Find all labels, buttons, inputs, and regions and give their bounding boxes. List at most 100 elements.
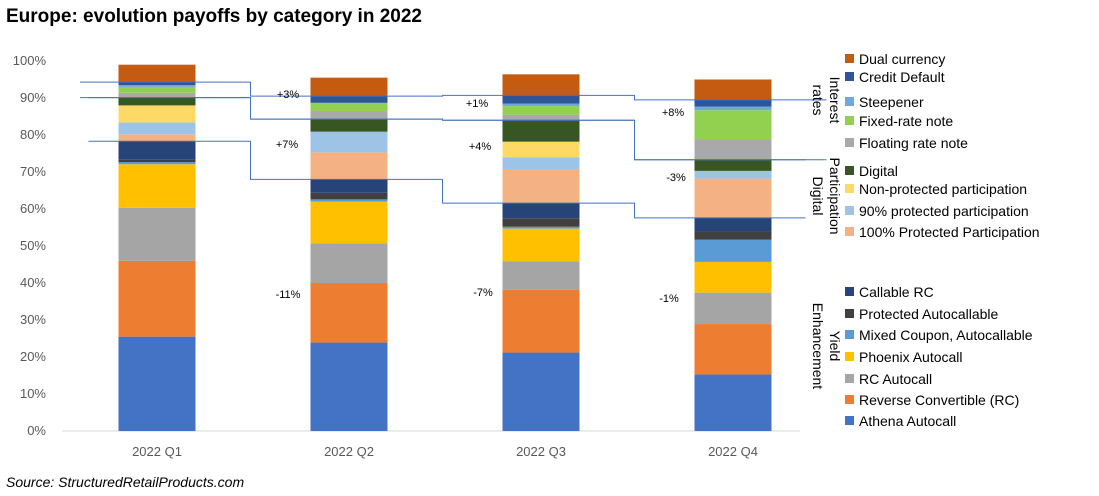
legend-swatch-100-protected-participation [845,227,854,236]
bar-segment-100-protected-participation [310,152,388,180]
legend-label-rc-autocall: RC Autocall [859,371,932,387]
legend-swatch-rc-autocall [845,374,854,383]
bar-segment-reverse-convertible-rc [118,260,196,337]
legend-label-protected-autocallable: Protected Autocallable [859,306,999,322]
bar-segment-athena-autocall [694,374,772,431]
bar-segment-dual-currency [118,64,196,83]
bar-segment-protected-autocallable [694,231,772,240]
bar-segment-athena-autocall [310,342,388,431]
change-label: +4% [469,141,492,153]
legend-label-fixed-rate-note: Fixed-rate note [859,113,953,129]
bar-segment-callable-rc [694,217,772,232]
y-tick-label: 10% [20,386,46,401]
interest-connector-line [80,97,827,161]
legend-swatch-digital [845,166,854,175]
bar-segment-steepener [694,106,772,111]
bar-segment-credit-default [310,96,388,103]
legend-label-callable-rc: Callable RC [859,284,934,300]
bar-segment-100-protected-participation [502,169,580,204]
y-tick-label: 80% [20,127,46,142]
legend-swatch-credit-default [845,72,854,81]
chart-title: Europe: evolution payoffs by category in… [6,6,422,27]
source-note: Source: StructuredRetailProducts.com [6,474,245,490]
bar-segment-phoenix-autocall [694,261,772,293]
legend-label-credit-default: Credit Default [859,69,945,85]
bar-segment-rc-autocall [502,261,580,290]
bar-segment-fixed-rate-note [694,110,772,140]
bar-segment-digital [310,119,388,132]
bar-segment-rc-autocall [694,292,772,325]
legend-swatch-floating-rate-note [845,138,854,147]
bar-segment-callable-rc [118,141,196,160]
change-label: -1% [659,293,679,305]
interest-connector-line [80,81,827,101]
legend-label-steepener: Steepener [859,94,924,110]
bar-segment-mixed-coupon-autocallable [310,199,388,202]
bar-segment-steepener [502,103,580,107]
bar-segment-steepener [118,85,196,87]
y-tick-label: 50% [20,238,46,253]
legend-label-phoenix-autocall: Phoenix Autocall [859,349,963,365]
bar-segment-digital [118,97,196,106]
legend-label-athena-autocall: Athena Autocall [859,413,956,429]
legend-label-mixed-coupon-autocallable: Mixed Coupon, Autocallable [859,327,1033,343]
bar-segment-credit-default [502,95,580,104]
change-label: -7% [473,287,493,299]
bar-segment-credit-default [118,82,196,86]
bar-segment-non-protected-participation [118,105,196,123]
legend-label-dual-currency: Dual currency [859,51,945,67]
legend-swatch-fixed-rate-note [845,116,854,125]
legend-label-non-protected-participation: Non-protected participation [859,181,1027,197]
bar-segment-dual-currency [310,77,388,97]
bar-segment-floating-rate-note [118,92,196,98]
bar-segment-floating-rate-note [310,110,388,120]
bar-segment-dual-currency [694,79,772,100]
bar-segment-callable-rc [502,203,580,219]
bar-segment-90-protected-participation [502,157,580,170]
bar-segment-protected-autocallable [310,192,388,200]
bar-segment-athena-autocall [502,352,580,431]
legend-label-100-protected-participation: 100% Protected Participation [859,224,1040,240]
bar-segment-phoenix-autocall [502,228,580,262]
change-label: +8% [662,107,685,119]
legend-label-reverse-convertible-rc: Reverse Convertible (RC) [859,392,1019,408]
bar-segment-mixed-coupon-autocallable [694,239,772,262]
legend-group-label: YieldEnhancement [810,303,843,390]
legend-swatch-athena-autocall [845,416,854,425]
legend-label-floating-rate-note: Floating rate note [859,135,968,151]
y-tick-label: 100% [13,53,47,68]
bar-segment-rc-autocall [310,243,388,283]
y-tick-label: 70% [20,164,46,179]
y-tick-label: 90% [20,90,46,105]
legend-swatch-mixed-coupon-autocallable [845,330,854,339]
legend-swatch-90-protected-participation [845,206,854,215]
bar-segment-dual-currency [502,74,580,96]
change-label: +7% [276,139,299,151]
legend-swatch-dual-currency [845,54,854,63]
bar-segment-athena-autocall [118,336,196,431]
bar-segment-fixed-rate-note [118,86,196,93]
bar-segment-fixed-rate-note [502,106,580,115]
change-label: +3% [277,89,300,101]
bar-segment-100-protected-participation [118,134,196,142]
bar-segment-callable-rc [310,179,388,193]
x-tick-label: 2022 Q1 [132,444,182,459]
bar-segment-100-protected-participation [694,178,772,218]
y-tick-label: 0% [27,423,46,438]
legend-label-90-protected-participation: 90% protected participation [859,203,1029,219]
bar-segment-credit-default [694,99,772,107]
y-tick-label: 40% [20,275,46,290]
legend-swatch-protected-autocallable [845,309,854,318]
bar-segment-digital [694,159,772,171]
bar-segment-floating-rate-note [502,114,580,121]
bar-segment-reverse-convertible-rc [502,289,580,353]
change-label: -3% [666,172,686,184]
bar-segment-floating-rate-note [694,139,772,160]
x-tick-label: 2022 Q3 [516,444,566,459]
bar-segment-reverse-convertible-rc [310,283,388,343]
bar-segment-phoenix-autocall [310,201,388,244]
bar-segment-90-protected-participation [310,131,388,153]
legend-label-digital: Digital [859,163,898,179]
bar-segment-phoenix-autocall [118,164,196,208]
